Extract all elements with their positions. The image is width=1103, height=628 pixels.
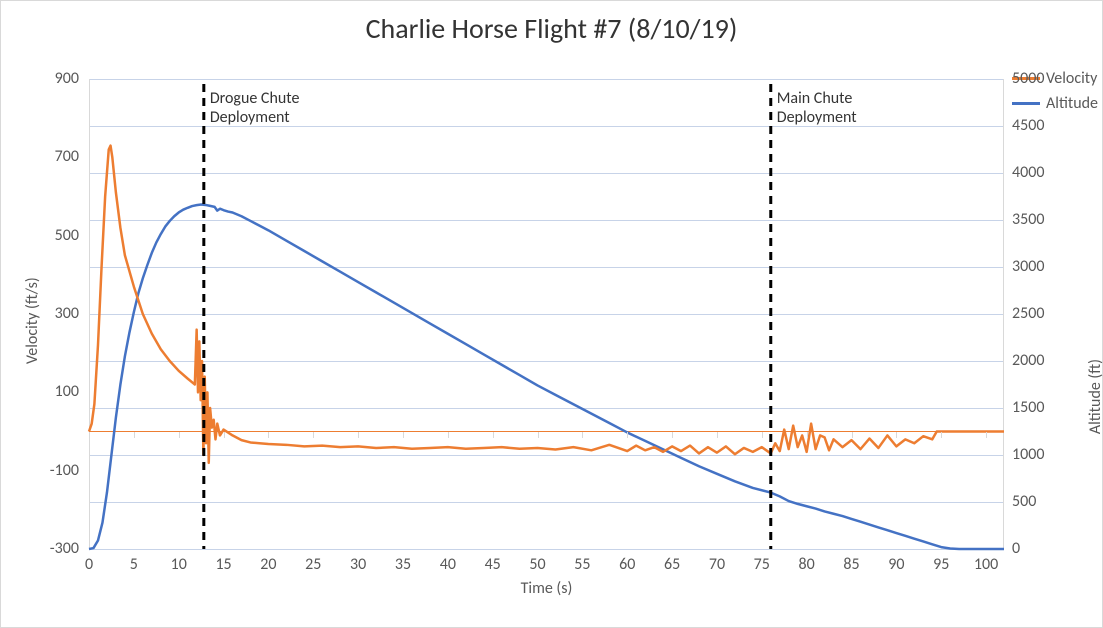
x-tick-label: 85 [843, 555, 859, 574]
x-tick [627, 432, 628, 438]
y-right-tick-label: 1500 [1012, 398, 1044, 417]
y-left-tick-label: -100 [1, 461, 79, 480]
x-tick-label: 10 [171, 555, 187, 574]
x-tick-label: 90 [888, 555, 904, 574]
y-right-tick-label: 500 [1012, 492, 1036, 511]
x-tick-label: 65 [664, 555, 680, 574]
x-tick-label: 0 [85, 555, 93, 574]
y-right-tick-label: 3500 [1012, 210, 1044, 229]
x-tick [717, 432, 718, 438]
x-tick-label: 55 [574, 555, 590, 574]
x-tick-label: 40 [440, 555, 456, 574]
x-tick-label: 20 [260, 555, 276, 574]
x-tick [358, 432, 359, 438]
series-line [89, 204, 1004, 549]
x-tick-label: 5 [130, 555, 138, 574]
legend-label: Velocity [1046, 69, 1097, 88]
x-tick-label: 25 [305, 555, 321, 574]
y-right-tick-label: 4000 [1012, 163, 1044, 182]
x-tick [896, 432, 897, 438]
annotation-label: Main ChuteDeployment [777, 89, 857, 127]
x-tick-label: 30 [350, 555, 366, 574]
x-tick [538, 432, 539, 438]
x-tick-label: 45 [485, 555, 501, 574]
series-line [89, 146, 1004, 463]
y-right-tick-label: 0 [1012, 539, 1020, 558]
x-tick [941, 432, 942, 438]
annotation-label: Drogue ChuteDeployment [210, 89, 300, 127]
y-left-tick-label: -300 [1, 539, 79, 558]
x-tick [807, 432, 808, 438]
y-right-axis-title: Altitude (ft) [1086, 359, 1103, 434]
x-tick [224, 432, 225, 438]
x-tick [313, 432, 314, 438]
y-right-tick-label: 2000 [1012, 351, 1044, 370]
y-right-tick-label: 3000 [1012, 257, 1044, 276]
x-tick [852, 432, 853, 438]
x-tick-label: 80 [799, 555, 815, 574]
x-tick [986, 432, 987, 438]
x-tick-label: 75 [754, 555, 770, 574]
x-tick [582, 432, 583, 438]
legend-item: Altitude [1012, 94, 1098, 113]
y-left-tick-label: 900 [1, 69, 79, 88]
chart-title: Charlie Horse Flight #7 (8/10/19) [1, 11, 1102, 46]
x-tick [672, 432, 673, 438]
x-tick [179, 432, 180, 438]
y-left-tick-label: 700 [1, 147, 79, 166]
y-right-tick-label: 2500 [1012, 304, 1044, 323]
y-right-tick-label: 1000 [1012, 445, 1044, 464]
y-right-tick-label: 5000 [1012, 69, 1044, 88]
x-tick-label: 70 [709, 555, 725, 574]
x-tick-label: 50 [529, 555, 545, 574]
x-tick [448, 432, 449, 438]
legend-label: Altitude [1046, 94, 1098, 113]
y-left-tick-label: 500 [1, 226, 79, 245]
x-tick-label: 100 [974, 555, 998, 574]
chart-container: Charlie Horse Flight #7 (8/10/19) Veloci… [0, 0, 1103, 628]
y-right-tick-label: 4500 [1012, 116, 1044, 135]
legend-swatch [1012, 102, 1040, 105]
plot-area [89, 79, 1004, 549]
x-tick-label: 35 [395, 555, 411, 574]
x-tick-label: 95 [933, 555, 949, 574]
x-tick [403, 432, 404, 438]
y-left-tick-label: 100 [1, 382, 79, 401]
x-tick [89, 432, 90, 438]
x-tick-label: 60 [619, 555, 635, 574]
grid-line [89, 549, 1004, 550]
plot-svg [89, 79, 1004, 549]
x-tick [134, 432, 135, 438]
x-tick-label: 15 [215, 555, 231, 574]
x-tick [493, 432, 494, 438]
x-tick [268, 432, 269, 438]
x-axis-title: Time (s) [89, 579, 1004, 598]
x-tick [762, 432, 763, 438]
y-left-tick-label: 300 [1, 304, 79, 323]
